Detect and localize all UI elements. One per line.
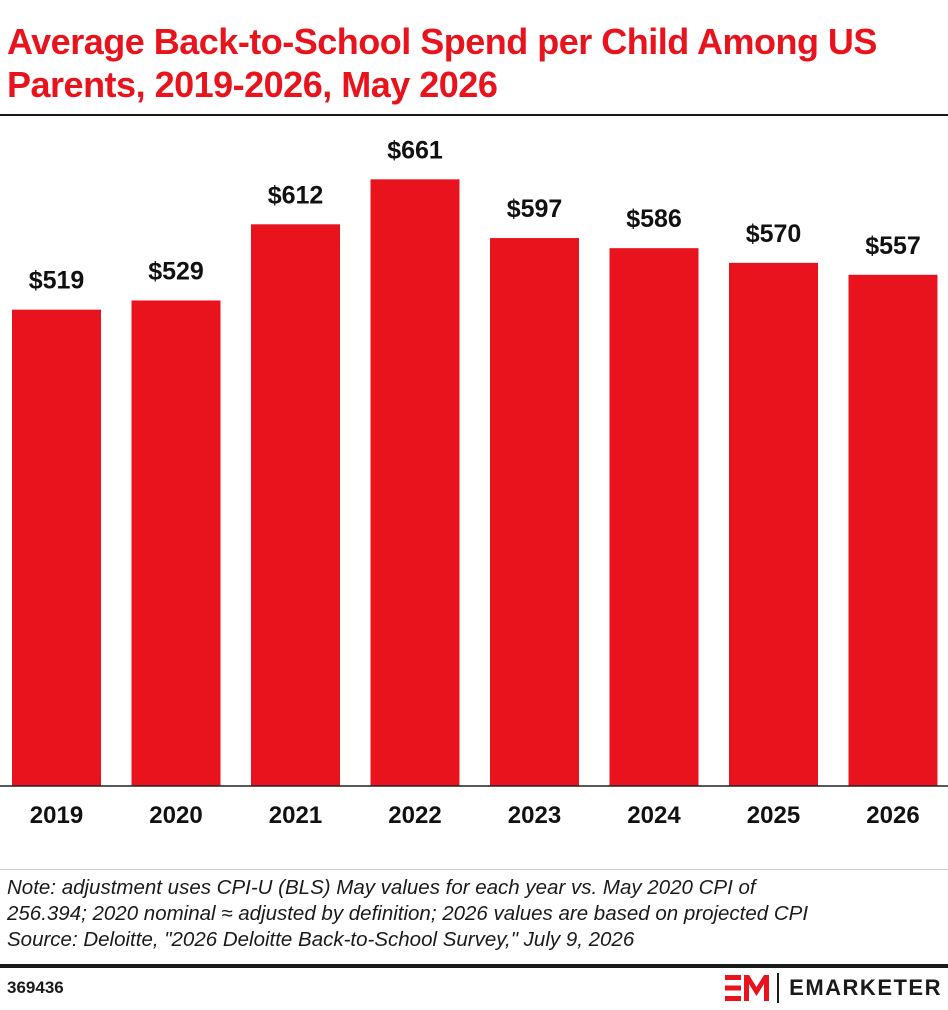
notes-block: Note: adjustment uses CPI-U (BLS) May va…: [7, 875, 942, 953]
value-label-2026: $557: [865, 232, 921, 260]
category-label-2025: 2025: [747, 802, 800, 829]
note-line-1: Note: adjustment uses CPI-U (BLS) May va…: [7, 876, 756, 899]
bar-2021: [251, 224, 340, 786]
bar-chart: $519 $529 $612 $661 $597 $586 $570 $557 2019 202…: [0, 136, 948, 829]
value-labels-group: $519 $529 $612 $661 $597 $586 $570 $557: [29, 136, 921, 294]
note-line-2: 256.394; 2020 nominal ≈ adjusted by defi…: [7, 902, 809, 925]
value-label-2023: $597: [507, 195, 563, 223]
category-label-2023: 2023: [508, 802, 561, 829]
bar-2022: [370, 179, 460, 787]
source-line: Source: Deloitte, "2026 Deloitte Back-to…: [7, 928, 635, 951]
category-labels-group: 2019 2020 2021 2022 2023 2024 2025 2026: [30, 802, 920, 829]
chart-title: Average Back-to-School Spend per Child A…: [7, 21, 877, 105]
category-label-2019: 2019: [30, 802, 83, 829]
value-label-2020: $529: [148, 257, 204, 285]
value-label-2025: $570: [746, 220, 802, 248]
brand-name: EMARKETER: [789, 975, 942, 1000]
chart-id: 369436: [7, 978, 64, 997]
bar-2026: [848, 274, 938, 786]
bars-group: [12, 179, 938, 787]
category-label-2020: 2020: [149, 802, 202, 829]
notes-divider: [0, 869, 948, 870]
category-label-2022: 2022: [388, 802, 441, 829]
bar-2023: [490, 238, 579, 787]
category-label-2026: 2026: [866, 802, 919, 829]
value-label-2024: $586: [626, 205, 682, 233]
bar-2019: [12, 309, 101, 786]
bar-2024: [609, 248, 699, 787]
em-logo-icon: [725, 975, 770, 1001]
brand-divider: [777, 973, 780, 1003]
brand: EMARKETER: [725, 971, 942, 1005]
value-label-2021: $612: [268, 181, 324, 209]
bar-2020: [131, 300, 221, 786]
value-label-2022: $661: [387, 136, 443, 164]
value-label-2019: $519: [29, 267, 85, 295]
category-label-2024: 2024: [627, 802, 681, 829]
footer-divider: [0, 964, 948, 968]
title-divider: [0, 114, 948, 116]
category-label-2021: 2021: [269, 802, 322, 829]
bar-2025: [729, 262, 818, 786]
